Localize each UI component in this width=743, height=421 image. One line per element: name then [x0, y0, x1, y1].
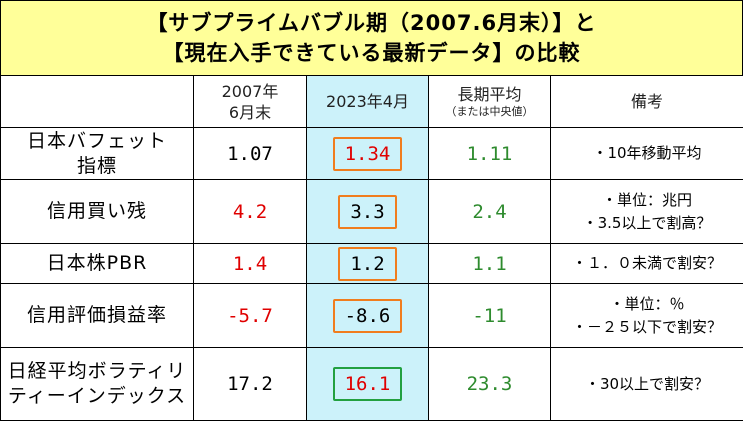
value-2007: 17.2 [194, 348, 307, 421]
row-label-line: 日本バフェット [27, 130, 167, 152]
value-longterm: 1.1 [429, 244, 551, 284]
row-label-line: 信用評価損益率 [27, 304, 167, 326]
notes-cell: ・１．０未満で割安？ [551, 244, 743, 284]
notes-cell: ・30以上で割安？ [551, 348, 743, 421]
table-row: 日経平均ボラティリ ティーインデックス 17.2 16.1 23.3 ・30以上… [1, 348, 743, 421]
value-2023: 1.34 [307, 128, 429, 180]
value-2023: 1.2 [307, 244, 429, 284]
header-notes: 備考 [551, 76, 743, 128]
header-longterm-label: 長期平均 [457, 85, 521, 104]
value-2007: 1.07 [194, 128, 307, 180]
header-2007-line-2: 6月末 [229, 103, 271, 122]
notes-cell: ・10年移動平均 [551, 128, 743, 180]
note-line: ・10年移動平均 [592, 144, 701, 162]
value-2023: 16.1 [307, 348, 429, 421]
value-2023-box: 1.2 [338, 247, 396, 281]
note-line: ・単位：％ [609, 295, 684, 313]
value-2023: -8.6 [307, 284, 429, 348]
table-row: 日本株PBR 1.4 1.2 1.1 ・１．０未満で割安？ [1, 244, 743, 284]
header-2007-line-1: 2007年 [222, 82, 279, 101]
value-longterm: 23.3 [429, 348, 551, 421]
header-2007: 2007年 6月末 [194, 76, 307, 128]
value-2023-box: 3.3 [338, 195, 396, 229]
comparison-table: 2007年 6月末 2023年4月 長期平均 （または中央値） 備考 日本バフェ… [0, 75, 743, 421]
table-row: 信用評価損益率 -5.7 -8.6 -11 ・単位：％ ・－２５以下で割安？ [1, 284, 743, 348]
row-label-line: 日本株PBR [47, 252, 148, 274]
notes-cell: ・単位：兆円 ・3.5以上で割高？ [551, 180, 743, 244]
row-label-line: 日経平均ボラティリ [8, 360, 187, 382]
row-label: 信用買い残 [1, 180, 194, 244]
value-longterm: 1.11 [429, 128, 551, 180]
value-2023-box: -8.6 [333, 299, 403, 333]
header-longterm-sub: （または中央値） [429, 105, 550, 119]
value-2007: 1.4 [194, 244, 307, 284]
title-banner: 【サブプライムバブル期（2007.6月末）】と 【現在入手できている最新データ】… [0, 0, 743, 76]
row-label-line: ティーインデックス [8, 385, 186, 407]
row-label: 日経平均ボラティリ ティーインデックス [1, 348, 194, 421]
value-2023-box: 16.1 [333, 367, 403, 401]
header-2023: 2023年4月 [307, 76, 429, 128]
note-line: ・１．０未満で割安？ [572, 254, 722, 272]
title-line-2: 【現在入手できている最新データ】の比較 [163, 38, 581, 68]
row-label: 日本株PBR [1, 244, 194, 284]
table-row: 日本バフェット 指標 1.07 1.34 1.11 ・10年移動平均 [1, 128, 743, 180]
row-label: 日本バフェット 指標 [1, 128, 194, 180]
note-line: ・単位：兆円 [602, 191, 692, 209]
note-line: ・30以上で割安？ [585, 375, 709, 393]
table-row: 信用買い残 4.2 3.3 2.4 ・単位：兆円 ・3.5以上で割高？ [1, 180, 743, 244]
value-2007: 4.2 [194, 180, 307, 244]
row-label-line: 指標 [77, 155, 117, 177]
title-line-1: 【サブプライムバブル期（2007.6月末）】と [146, 8, 596, 38]
row-label-line: 信用買い残 [47, 200, 147, 222]
value-2007: -5.7 [194, 284, 307, 348]
header-longterm: 長期平均 （または中央値） [429, 76, 551, 128]
note-line: ・－２５以下で割安？ [572, 318, 722, 336]
note-line: ・3.5以上で割高？ [583, 214, 712, 232]
value-2023-box: 1.34 [333, 137, 403, 171]
notes-cell: ・単位：％ ・－２５以下で割安？ [551, 284, 743, 348]
value-longterm: 2.4 [429, 180, 551, 244]
value-longterm: -11 [429, 284, 551, 348]
header-blank [1, 76, 194, 128]
value-2023: 3.3 [307, 180, 429, 244]
row-label: 信用評価損益率 [1, 284, 194, 348]
header-row: 2007年 6月末 2023年4月 長期平均 （または中央値） 備考 [1, 76, 743, 128]
